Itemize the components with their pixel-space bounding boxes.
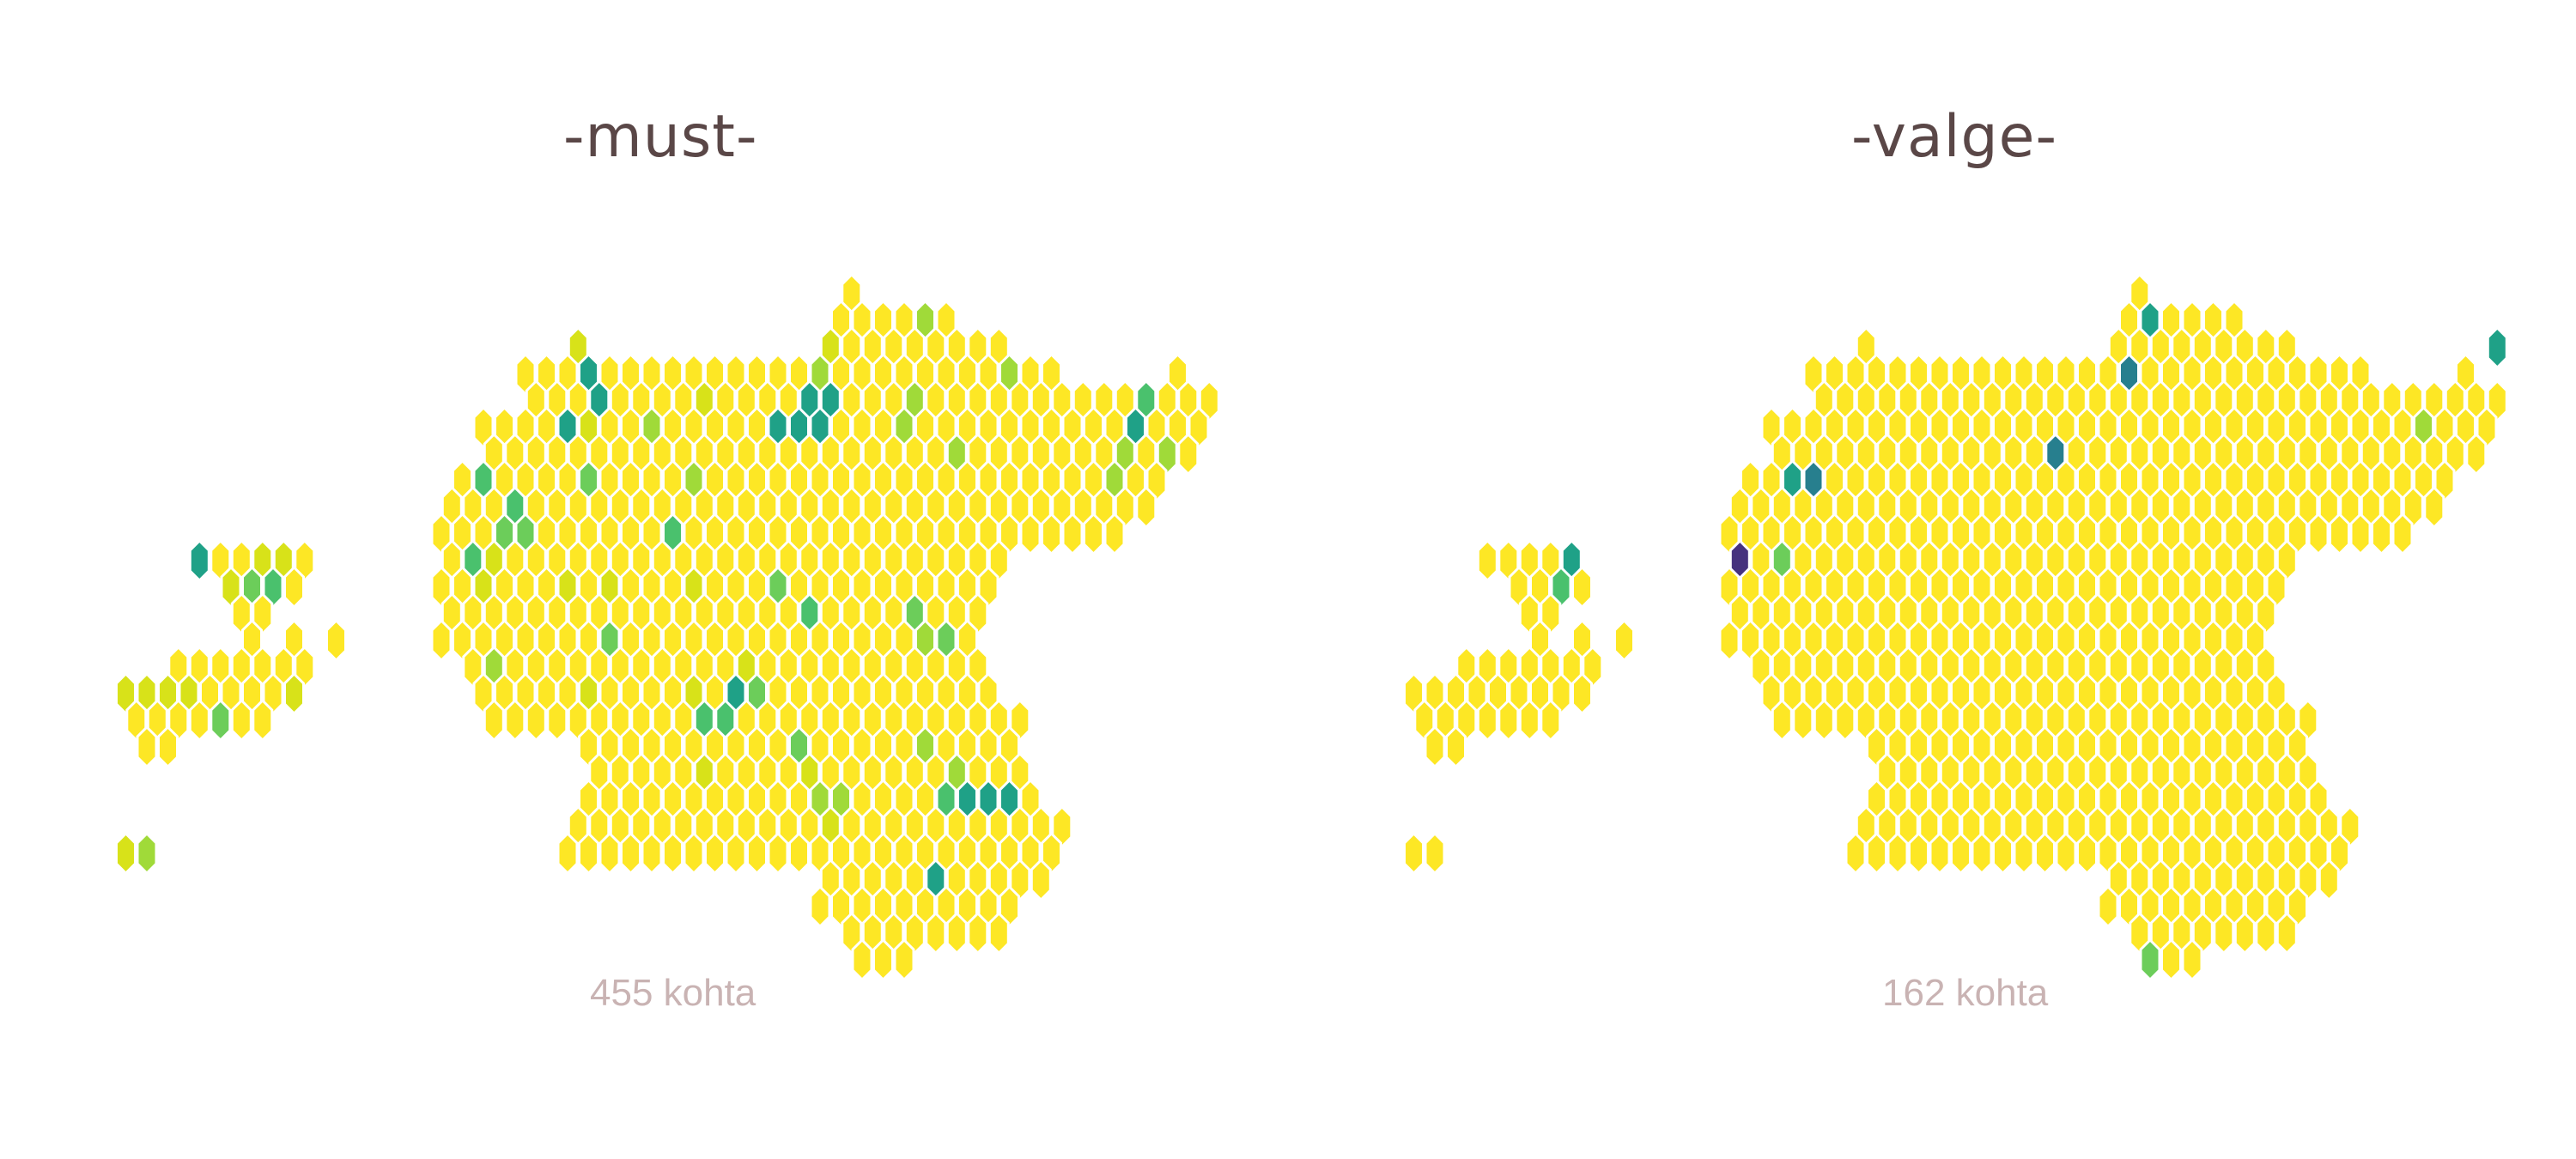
hex-cell — [1177, 432, 1200, 476]
hex-cell — [1424, 831, 1446, 876]
hex-cell — [967, 911, 989, 956]
hex-cell — [1518, 698, 1540, 743]
hex-cell — [1019, 512, 1042, 556]
hex-cell — [525, 698, 547, 743]
hex-cell — [2391, 512, 2414, 556]
hex-cell — [556, 831, 579, 876]
hex-cell — [1929, 831, 1951, 876]
hex-cell — [2233, 911, 2256, 956]
hex-cell — [1771, 698, 1793, 743]
hex-cell — [1844, 831, 1867, 876]
hex-cell — [2423, 485, 2445, 530]
hex-cell — [1041, 512, 1062, 556]
hex-cell — [325, 618, 347, 663]
hex-cell — [2055, 831, 2077, 876]
hex-cell — [2318, 858, 2340, 902]
panel-title: -must- — [563, 103, 758, 171]
hex-cell — [1613, 618, 1635, 663]
hex-cell — [662, 831, 683, 876]
hex-cell — [2329, 512, 2350, 556]
hex-cell — [2371, 512, 2392, 556]
hex-cell — [1135, 485, 1157, 530]
hex-cell — [2139, 938, 2161, 982]
hex-cell — [1571, 565, 1593, 610]
hex-cell — [1950, 831, 1971, 876]
hex-cell — [1992, 831, 2014, 876]
map-panel-must: -must- 455 kohta — [115, 103, 1220, 1014]
hex-cell — [1424, 725, 1446, 769]
hex-cell — [1571, 671, 1593, 716]
hex-cell — [788, 831, 810, 876]
hex-cell — [2097, 884, 2119, 929]
hex-cell — [620, 831, 641, 876]
hex-cell — [578, 831, 599, 876]
hex-cell — [1792, 698, 1814, 743]
hex-cell — [872, 938, 894, 982]
hex-cell — [1718, 618, 1741, 663]
hex-cell — [2465, 432, 2488, 476]
hex-cell — [746, 831, 768, 876]
hex-cell — [1540, 698, 1562, 743]
hex-cell — [115, 831, 137, 876]
hex-cell — [546, 698, 568, 743]
hex-cell — [1834, 698, 1856, 743]
panel-count-label: 162 kohta — [1882, 972, 2049, 1014]
hex-cell — [230, 698, 252, 743]
hex-cell — [2160, 938, 2182, 982]
hex-cell — [1498, 698, 1520, 743]
hex-cell — [430, 618, 453, 663]
hex-cell — [2076, 831, 2098, 876]
hex-cell — [1886, 831, 1909, 876]
hex-cell — [767, 831, 789, 876]
hex-map-valge — [1403, 272, 2508, 982]
hex-cell — [809, 884, 831, 929]
hex-cell — [1971, 831, 1993, 876]
hex-cell — [851, 938, 873, 982]
hex-cell — [2349, 512, 2372, 556]
hex-cell — [598, 831, 621, 876]
hex-cell — [987, 911, 1010, 956]
hex-cell — [641, 831, 663, 876]
hex-cell — [483, 698, 505, 743]
hex-cell — [1866, 831, 1887, 876]
hex-cell — [925, 911, 947, 956]
hex-map-must — [115, 275, 1219, 982]
hex-cell — [283, 671, 305, 716]
hex-cell — [1476, 538, 1498, 583]
hex-cell — [188, 698, 210, 743]
hex-cell — [1083, 512, 1104, 556]
hex-cell — [2255, 911, 2277, 956]
hex-cell — [704, 831, 726, 876]
hex-cell — [1103, 512, 1126, 556]
hex-cell — [1030, 858, 1052, 902]
hex-cell — [1813, 698, 1835, 743]
hex-cell — [1403, 831, 1425, 876]
hex-cell — [1476, 698, 1498, 743]
hex-cell — [504, 698, 526, 743]
hex-cell — [188, 538, 210, 583]
hex-cell — [252, 698, 274, 743]
hex-cell — [1061, 512, 1084, 556]
hex-cell — [893, 938, 915, 982]
hex-cell — [1445, 725, 1467, 769]
hex-cell — [2181, 938, 2203, 982]
map-panel-valge: -valge- 162 kohta — [1288, 0, 2576, 1159]
hex-cell — [2013, 831, 2035, 876]
hex-cell — [2213, 911, 2235, 956]
hex-cell — [683, 831, 705, 876]
hex-cell — [136, 725, 158, 769]
hex-cell — [283, 565, 305, 610]
hex-cell — [2307, 512, 2330, 556]
hex-cell — [157, 725, 179, 769]
hex-cell — [210, 698, 232, 743]
panel-count-label: 455 kohta — [590, 972, 756, 1014]
hex-cell — [1908, 831, 1929, 876]
hex-cell — [2034, 831, 2056, 876]
hex-cell — [136, 831, 158, 876]
hex-cell — [945, 911, 968, 956]
hex-cell — [725, 831, 747, 876]
panel-title: -valge- — [1851, 103, 2058, 171]
hex-cell — [2486, 325, 2508, 370]
hex-cell — [2275, 911, 2298, 956]
